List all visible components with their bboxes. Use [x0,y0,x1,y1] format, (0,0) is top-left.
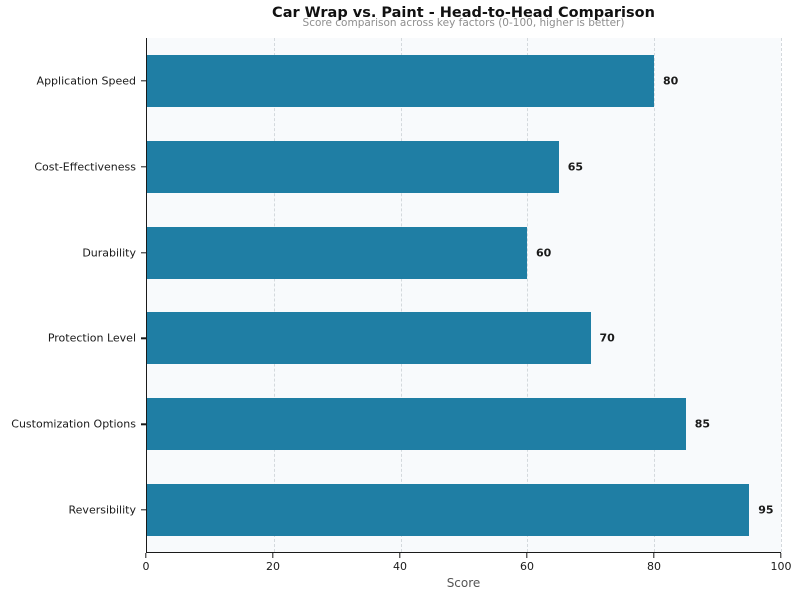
y-tick-mark [141,423,146,425]
x-tick-label-80: 80 [647,560,661,573]
value-label-durability: 60 [536,246,552,260]
value-label-application-speed: 80 [663,74,679,88]
x-tick-label-100: 100 [770,560,792,573]
value-label-cost-effectiveness: 65 [567,160,584,174]
x-axis-label: Score [446,576,481,590]
x-tick-mark-100 [780,553,782,558]
bar-cost-effectiveness [147,140,560,193]
y-tick-label-application-speed: Application Speed [36,74,136,88]
x-tick-label-0: 0 [142,560,150,573]
plot-area [146,38,782,553]
x-tick-mark-0 [145,553,147,558]
y-tick-mark [141,337,146,340]
chart-subtitle: Score comparison across key factors (0-1… [302,17,625,29]
y-tick-mark [141,80,146,82]
bar-customization-options [147,398,686,451]
x-tick-mark-60 [526,553,528,558]
gridline-40 [400,38,402,552]
bar-application-speed [147,54,655,107]
y-tick-label-durability: Durability [82,246,136,260]
value-label-customization-options: 85 [694,417,711,431]
bar-protection-level [147,312,591,365]
gridline-20 [273,38,275,552]
value-label-protection-level: 70 [599,331,615,345]
x-tick-mark-80 [653,553,655,558]
y-tick-mark [141,509,146,511]
x-tick-label-20: 20 [266,560,280,573]
y-tick-mark [141,251,146,254]
y-tick-label-customization-options: Customization Options [11,417,136,431]
x-tick-label-40: 40 [393,560,407,573]
bar-durability [147,226,528,279]
y-tick-label-cost-effectiveness: Cost-Effectiveness [34,160,136,174]
gridline-60 [527,38,529,552]
gridline-100 [781,38,782,552]
y-tick-label-protection-level: Protection Level [47,331,136,345]
value-label-reversibility: 95 [758,503,774,517]
gridline-80 [654,38,656,552]
x-tick-mark-40 [399,553,401,558]
x-tick-mark-20 [272,553,274,558]
bar-reversibility [147,484,750,537]
y-tick-label-reversibility: Reversibility [68,503,136,517]
chart-title: Car Wrap vs. Paint - Head-to-Head Compar… [272,5,655,21]
x-tick-label-60: 60 [520,560,534,573]
y-tick-mark [141,166,146,168]
